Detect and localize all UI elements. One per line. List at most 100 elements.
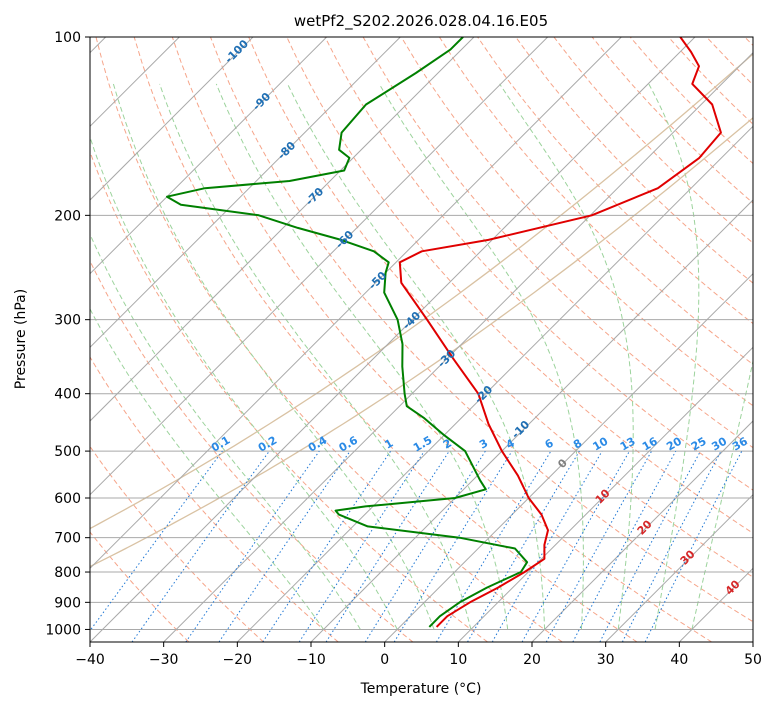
mixing-ratio-label: 1 xyxy=(382,437,395,452)
isotherm-line xyxy=(531,420,753,642)
x-tick-label: 10 xyxy=(449,652,467,668)
dry-adiabat-line xyxy=(744,37,753,47)
mixing-ratio-line xyxy=(393,450,513,642)
dry-adiabat-line xyxy=(90,445,264,642)
dry-adiabat-line xyxy=(171,37,712,642)
dry-adiabat-line xyxy=(95,37,563,642)
y-tick-label: 600 xyxy=(54,491,81,507)
dry-adiabat-line xyxy=(438,37,753,366)
moist-adiabat-line xyxy=(90,308,324,630)
mixing-ratio-line xyxy=(298,450,425,642)
x-tick-label: 40 xyxy=(670,652,688,668)
dry-adiabat-line xyxy=(324,37,753,491)
isotherm-line xyxy=(384,272,753,642)
x-axis-label: Temperature (°C) xyxy=(360,681,482,697)
dry-adiabat-label: 10 xyxy=(593,486,613,506)
mixing-ratio-line xyxy=(572,450,677,642)
moist-adiabat-line xyxy=(159,83,472,630)
y-tick-label: 800 xyxy=(54,565,81,581)
dry-adiabat-label: -20 xyxy=(472,383,495,406)
x-tick-label: −40 xyxy=(75,652,105,668)
isotherm-line xyxy=(90,37,475,422)
temperature-profile-line xyxy=(398,37,722,628)
mixing-ratio-line xyxy=(262,450,392,642)
x-tick-label: 20 xyxy=(523,652,541,668)
dry-adiabat-line xyxy=(515,37,753,284)
x-tick-label: −10 xyxy=(296,652,326,668)
mixing-ratio-line xyxy=(131,450,270,642)
mixing-ratio-line xyxy=(90,450,223,632)
isotherm-line xyxy=(90,37,254,201)
mixing-ratio-line xyxy=(325,450,450,642)
x-tick-label: −20 xyxy=(223,652,253,668)
y-tick-label: 400 xyxy=(54,387,81,403)
dry-adiabat-line xyxy=(400,37,753,407)
isotherm-line xyxy=(605,493,753,642)
y-tick-label: 100 xyxy=(54,30,81,46)
isotherm-line xyxy=(90,37,401,349)
dry-adiabat-label: -100 xyxy=(222,37,251,66)
special-curve xyxy=(90,53,753,530)
line-labels: 0.1 0.2 0.4 0.6 1 1.5 2 3 4 6 8 10 13 16 20 25 30 36-100-… xyxy=(209,37,750,598)
dry-adiabat-label: 20 xyxy=(635,517,655,537)
moist-adiabat-line xyxy=(112,83,435,630)
moist-adiabat-line xyxy=(648,83,700,630)
x-tick-label: 0 xyxy=(380,652,389,668)
dry-adiabat-line xyxy=(362,37,753,449)
y-tick-label: 900 xyxy=(54,595,81,611)
moist-adiabat-line xyxy=(215,83,509,630)
mixing-ratio-label: 6 xyxy=(543,436,556,451)
isotherm-line xyxy=(236,125,753,642)
y-tick-label: 500 xyxy=(54,444,81,460)
isotherm-line xyxy=(310,199,753,642)
x-tick-label: −30 xyxy=(149,652,179,668)
dry-adiabat-line xyxy=(90,150,488,642)
mixing-ratio-line xyxy=(545,450,653,642)
dry-adiabat-label: -10 xyxy=(509,418,532,441)
isotherm-line xyxy=(752,641,753,642)
y-tick-label: 700 xyxy=(54,531,81,547)
moist-adiabat-line xyxy=(287,83,546,630)
mixing-ratio-line xyxy=(621,450,722,642)
y-tick-label: 300 xyxy=(54,313,81,329)
moist-adiabat-line xyxy=(691,358,753,630)
background-lines xyxy=(90,37,753,642)
profile-curves xyxy=(166,37,722,628)
x-tick-label: 30 xyxy=(597,652,615,668)
mixing-ratio-label: 2 xyxy=(441,437,454,452)
mixing-ratio-line xyxy=(644,450,743,642)
y-axis-label: Pressure (hPa) xyxy=(13,289,29,389)
isotherm-line xyxy=(163,51,753,642)
special-curve xyxy=(90,116,753,568)
axes: −40 −30 −20 −10 0 10 20 30 40 50 100 200 300 400 500 60… xyxy=(45,30,762,668)
moist-adiabat-line xyxy=(90,232,361,630)
dry-adiabat-line xyxy=(90,259,414,642)
chart-title: wetPf2_S202.2026.028.04.16.E05 xyxy=(294,12,548,31)
isotherm-line xyxy=(678,567,753,642)
isotherm-line xyxy=(90,37,696,642)
dry-adiabat-line xyxy=(210,37,753,623)
mixing-ratio-line xyxy=(521,450,630,642)
isotherm-line xyxy=(90,37,622,570)
dewpoint-profile-line xyxy=(166,37,529,628)
dry-adiabat-line xyxy=(133,37,638,642)
dry-adiabat-line xyxy=(90,531,190,642)
moist-adiabat-line xyxy=(378,83,584,630)
x-tick-label: 50 xyxy=(744,652,762,668)
mixing-ratio-line xyxy=(185,450,320,642)
dry-adiabat-label: 30 xyxy=(678,547,698,567)
mixing-ratio-label: 3 xyxy=(477,437,490,452)
y-tick-label: 1000 xyxy=(45,622,81,638)
isotherm-line xyxy=(90,37,328,275)
dry-adiabat-label: 40 xyxy=(723,577,743,597)
mixing-ratio-line xyxy=(467,450,580,642)
dry-adiabat-line xyxy=(90,356,339,642)
mixing-ratio-line xyxy=(599,450,701,642)
moist-adiabat-line xyxy=(499,83,634,630)
moist-adiabat-line xyxy=(90,135,398,630)
plot-frame xyxy=(89,36,754,643)
isotherm-line xyxy=(90,37,549,496)
y-tick-label: 200 xyxy=(54,208,81,224)
mixing-ratio-line xyxy=(218,450,351,642)
